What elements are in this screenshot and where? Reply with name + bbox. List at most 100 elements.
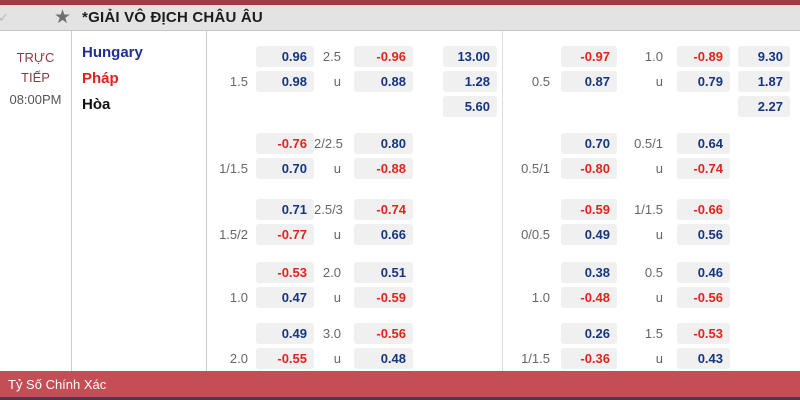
odds-group-left: 2.0 -0.55 u 0.48 bbox=[207, 348, 502, 369]
handicap-odds[interactable]: 0.87 bbox=[561, 71, 617, 92]
over-under-odds[interactable]: -0.74 bbox=[354, 199, 413, 220]
handicap-odds[interactable]: -0.97 bbox=[561, 46, 617, 67]
over-under-odds[interactable]: 0.56 bbox=[677, 224, 730, 245]
handicap-odds[interactable]: -0.80 bbox=[561, 158, 617, 179]
handicap-label: 1.0 bbox=[229, 290, 248, 305]
over-under-odds[interactable]: 0.80 bbox=[354, 133, 413, 154]
odds-group-left: -0.53 2.0 0.51 bbox=[207, 262, 502, 283]
handicap-odds[interactable]: 0.49 bbox=[256, 323, 314, 344]
draw-label[interactable]: Hòa bbox=[82, 96, 111, 113]
handicap-label: 2.0 bbox=[229, 351, 248, 366]
goal-line-label: u bbox=[655, 351, 663, 366]
handicap-odds[interactable]: -0.77 bbox=[256, 224, 314, 245]
goal-line-label: 1.5 bbox=[644, 326, 663, 341]
1x2-odds[interactable]: 9.30 bbox=[738, 46, 790, 67]
bookmaker-block: 0.96 2.5 -0.96 13.00 -0.97 1.0 -0.89 9.3… bbox=[207, 44, 800, 119]
checkmark-icon: ✓ bbox=[0, 9, 9, 25]
handicap-odds[interactable]: 0.71 bbox=[256, 199, 314, 220]
over-under-odds[interactable]: -0.56 bbox=[677, 287, 730, 308]
away-team-name[interactable]: Pháp bbox=[82, 70, 119, 87]
odds-group-left: 0.49 3.0 -0.56 bbox=[207, 323, 502, 344]
correct-score-bar[interactable]: Tỷ Số Chính Xác bbox=[0, 371, 800, 397]
over-under-odds[interactable]: -0.66 bbox=[677, 199, 730, 220]
star-icon[interactable]: ★ bbox=[54, 7, 72, 28]
goal-line-label: u bbox=[333, 74, 341, 89]
odds-row: 1/1.5 0.70 u -0.88 0.5/1 -0.80 u -0.74 bbox=[207, 156, 800, 181]
handicap-odds[interactable]: -0.36 bbox=[561, 348, 617, 369]
league-title: *GIẢI VÔ ĐỊCH CHÂU ÂU bbox=[82, 9, 263, 26]
match-time-column: TRỰC TIẾP 08:00PM bbox=[0, 31, 72, 371]
handicap-odds[interactable]: 0.49 bbox=[561, 224, 617, 245]
handicap-odds[interactable]: -0.48 bbox=[561, 287, 617, 308]
bookmaker-block: 0.71 2.5/3 -0.74 -0.59 1/1.5 -0.66 1.5/2… bbox=[207, 197, 800, 247]
handicap-label: 0.5/1 bbox=[521, 161, 550, 176]
1x2-odds[interactable]: 2.27 bbox=[738, 96, 790, 117]
bookmaker-block: -0.53 2.0 0.51 0.38 0.5 0.46 1.0 0.47 u … bbox=[207, 260, 800, 310]
handicap-label: 0/0.5 bbox=[521, 227, 550, 242]
handicap-odds[interactable]: 0.96 bbox=[256, 46, 314, 67]
handicap-odds[interactable]: -0.59 bbox=[561, 199, 617, 220]
odds-group-right: -0.97 1.0 -0.89 9.30 bbox=[502, 46, 790, 67]
handicap-odds[interactable]: 0.98 bbox=[256, 71, 314, 92]
over-under-odds[interactable]: -0.89 bbox=[677, 46, 730, 67]
odds-group-left: 1/1.5 0.70 u -0.88 bbox=[207, 158, 502, 179]
handicap-odds[interactable]: 0.38 bbox=[561, 262, 617, 283]
goal-line-label: u bbox=[333, 161, 341, 176]
over-under-odds[interactable]: -0.56 bbox=[354, 323, 413, 344]
odds-group-left: 1.0 0.47 u -0.59 bbox=[207, 287, 502, 308]
over-under-odds[interactable]: 0.43 bbox=[677, 348, 730, 369]
goal-line-label: 0.5/1 bbox=[634, 136, 663, 151]
odds-group-right: 2.27 bbox=[502, 96, 790, 117]
odds-group-right: 0.5 0.87 u 0.79 1.87 bbox=[502, 71, 790, 92]
odds-row: 0.49 3.0 -0.56 0.26 1.5 -0.53 bbox=[207, 321, 800, 346]
over-under-odds[interactable]: 0.51 bbox=[354, 262, 413, 283]
handicap-odds[interactable]: 0.70 bbox=[256, 158, 314, 179]
odds-group-left: 5.60 bbox=[207, 96, 502, 117]
odds-row: 1.0 0.47 u -0.59 1.0 -0.48 u -0.56 bbox=[207, 285, 800, 310]
goal-line-label: 2.5/3 bbox=[314, 202, 343, 217]
goal-line-label: 1/1.5 bbox=[634, 202, 663, 217]
odds-row: 5.60 2.27 bbox=[207, 94, 800, 119]
handicap-odds[interactable]: 0.47 bbox=[256, 287, 314, 308]
over-under-odds[interactable]: 0.66 bbox=[354, 224, 413, 245]
bookmaker-block: 0.49 3.0 -0.56 0.26 1.5 -0.53 2.0 -0.55 … bbox=[207, 321, 800, 371]
over-under-odds[interactable]: 0.88 bbox=[354, 71, 413, 92]
bottom-strip bbox=[0, 397, 800, 400]
1x2-odds[interactable]: 1.28 bbox=[443, 71, 497, 92]
over-under-odds[interactable]: 0.48 bbox=[354, 348, 413, 369]
over-under-odds[interactable]: -0.96 bbox=[354, 46, 413, 67]
over-under-odds[interactable]: 0.46 bbox=[677, 262, 730, 283]
over-under-odds[interactable]: -0.59 bbox=[354, 287, 413, 308]
odds-group-right: 0.26 1.5 -0.53 bbox=[502, 323, 730, 344]
handicap-odds[interactable]: -0.53 bbox=[256, 262, 314, 283]
handicap-odds[interactable]: -0.76 bbox=[256, 133, 314, 154]
handicap-odds[interactable]: 0.70 bbox=[561, 133, 617, 154]
odds-row: 1.5/2 -0.77 u 0.66 0/0.5 0.49 u 0.56 bbox=[207, 222, 800, 247]
over-under-odds[interactable]: -0.74 bbox=[677, 158, 730, 179]
odds-table: TRỰC TIẾP 08:00PM Hungary Pháp Hòa 0.96 … bbox=[0, 31, 800, 371]
handicap-label: 0.5 bbox=[531, 74, 550, 89]
odds-group-right: 0.5/1 -0.80 u -0.74 bbox=[502, 158, 730, 179]
1x2-odds[interactable]: 5.60 bbox=[443, 96, 497, 117]
1x2-odds[interactable]: 13.00 bbox=[443, 46, 497, 67]
odds-group-left: 1.5/2 -0.77 u 0.66 bbox=[207, 224, 502, 245]
league-header-bar: ✓ ★ *GIẢI VÔ ĐỊCH CHÂU ÂU bbox=[0, 5, 800, 31]
handicap-label: 1/1.5 bbox=[521, 351, 550, 366]
handicap-label: 1.5 bbox=[229, 74, 248, 89]
handicap-odds[interactable]: -0.55 bbox=[256, 348, 314, 369]
over-under-odds[interactable]: 0.64 bbox=[677, 133, 730, 154]
goal-line-label: 2/2.5 bbox=[314, 136, 343, 151]
over-under-odds[interactable]: 0.79 bbox=[677, 71, 730, 92]
goal-line-label: u bbox=[655, 74, 663, 89]
kickoff-time: 08:00PM bbox=[9, 92, 62, 107]
handicap-odds[interactable]: 0.26 bbox=[561, 323, 617, 344]
odds-group-left: 0.96 2.5 -0.96 13.00 bbox=[207, 46, 502, 67]
home-team-name[interactable]: Hungary bbox=[82, 44, 143, 61]
odds-group-left: 0.71 2.5/3 -0.74 bbox=[207, 199, 502, 220]
odds-group-right: 1/1.5 -0.36 u 0.43 bbox=[502, 348, 730, 369]
odds-group-right: -0.59 1/1.5 -0.66 bbox=[502, 199, 730, 220]
over-under-odds[interactable]: -0.88 bbox=[354, 158, 413, 179]
1x2-odds[interactable]: 1.87 bbox=[738, 71, 790, 92]
odds-group-right: 0.70 0.5/1 0.64 bbox=[502, 133, 730, 154]
over-under-odds[interactable]: -0.53 bbox=[677, 323, 730, 344]
